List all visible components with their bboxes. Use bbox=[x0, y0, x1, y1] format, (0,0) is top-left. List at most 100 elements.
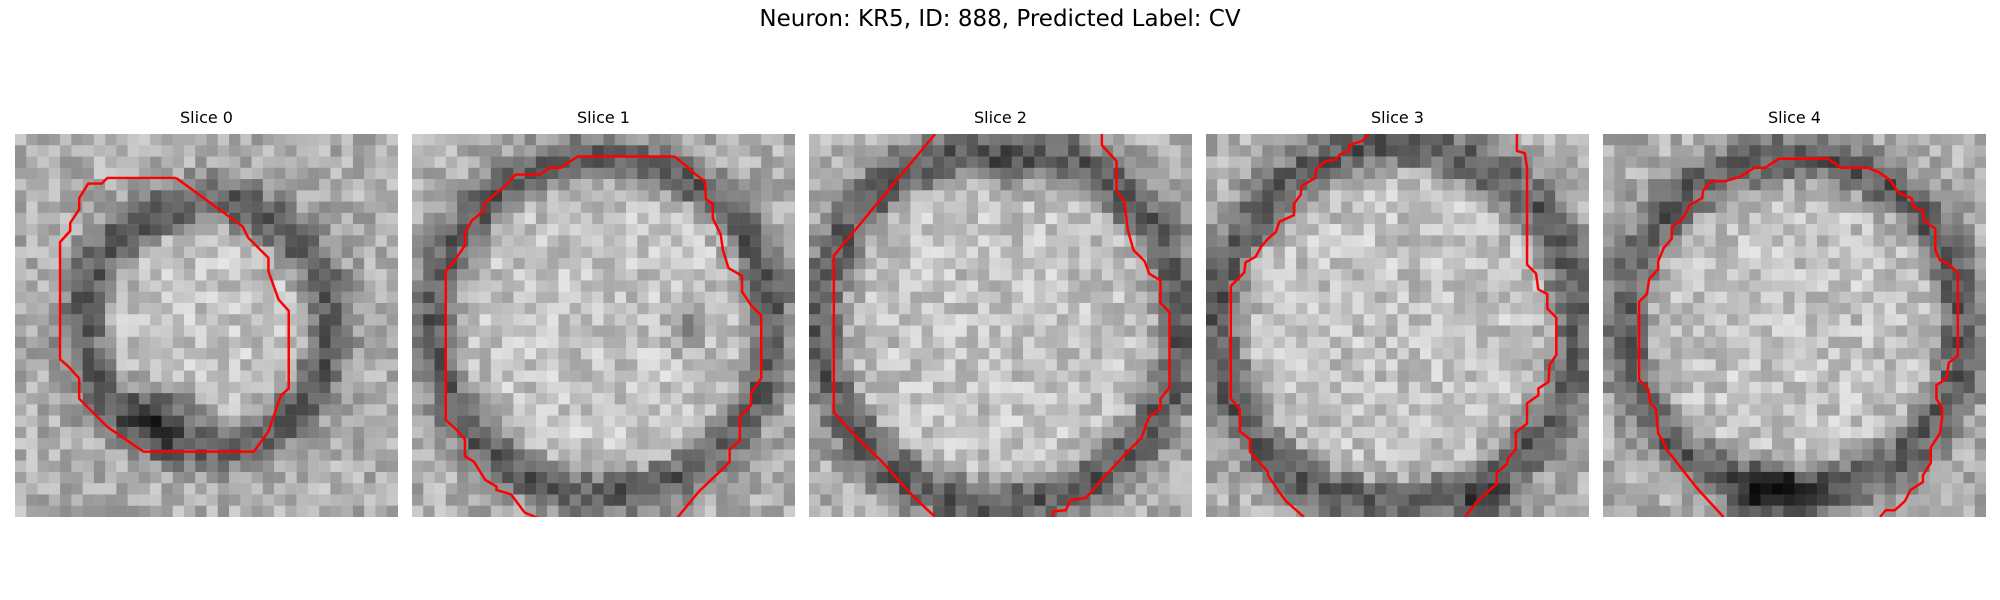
pixel bbox=[423, 156, 435, 169]
pixel bbox=[274, 483, 286, 495]
pixel bbox=[229, 314, 241, 326]
pixel bbox=[319, 381, 331, 394]
pixel bbox=[1577, 167, 1589, 180]
pixel bbox=[161, 302, 173, 315]
pixel bbox=[1206, 471, 1218, 484]
pixel bbox=[1453, 134, 1466, 146]
pixel bbox=[1442, 494, 1455, 506]
pixel bbox=[1817, 179, 1829, 191]
pixel bbox=[1543, 212, 1556, 225]
pixel bbox=[1296, 494, 1308, 506]
pixel bbox=[955, 156, 967, 169]
pixel bbox=[206, 370, 218, 383]
pixel bbox=[1158, 190, 1170, 202]
pixel bbox=[887, 302, 900, 315]
pixel bbox=[1442, 224, 1455, 236]
pixel bbox=[614, 381, 627, 394]
pixel bbox=[524, 302, 537, 315]
pixel bbox=[966, 438, 979, 450]
pixel bbox=[1465, 404, 1477, 416]
pixel bbox=[1465, 235, 1477, 247]
pixel bbox=[1169, 438, 1181, 450]
pixel bbox=[1476, 134, 1488, 146]
pixel bbox=[955, 370, 967, 383]
pixel bbox=[1487, 325, 1500, 337]
pixel bbox=[1284, 449, 1297, 461]
pixel bbox=[26, 393, 38, 405]
pixel bbox=[1442, 438, 1455, 450]
pixel bbox=[60, 471, 72, 484]
pixel bbox=[1907, 179, 1919, 191]
pixel bbox=[944, 291, 956, 304]
pixel bbox=[490, 415, 503, 428]
pixel bbox=[172, 302, 185, 315]
pixel bbox=[195, 280, 207, 292]
pixel bbox=[899, 224, 911, 236]
pixel bbox=[93, 449, 106, 461]
pixel bbox=[1636, 224, 1649, 236]
pixel bbox=[150, 393, 162, 405]
pixel bbox=[172, 224, 185, 236]
pixel bbox=[1895, 179, 1908, 191]
pixel bbox=[274, 325, 286, 337]
pixel bbox=[1386, 348, 1398, 360]
pixel bbox=[1805, 145, 1818, 157]
pixel bbox=[1431, 190, 1443, 202]
pixel bbox=[558, 494, 570, 506]
pixel bbox=[375, 224, 387, 236]
pixel bbox=[1374, 212, 1387, 225]
pixel bbox=[319, 314, 331, 326]
pixel bbox=[364, 224, 376, 236]
pixel bbox=[457, 483, 469, 495]
pixel bbox=[1068, 359, 1080, 371]
pixel bbox=[558, 471, 570, 484]
pixel bbox=[1169, 393, 1181, 405]
pixel bbox=[60, 224, 72, 236]
pixel bbox=[468, 381, 480, 394]
pixel bbox=[71, 302, 83, 315]
pixel bbox=[195, 201, 207, 214]
pixel bbox=[693, 156, 706, 169]
pixel bbox=[854, 134, 866, 146]
pixel bbox=[899, 483, 911, 495]
pixel bbox=[955, 224, 967, 236]
pixel bbox=[445, 348, 458, 360]
pixel bbox=[1431, 145, 1443, 157]
pixel bbox=[1228, 438, 1241, 450]
pixel bbox=[1636, 167, 1649, 180]
pixel bbox=[899, 336, 911, 349]
pixel bbox=[637, 314, 649, 326]
pixel bbox=[932, 381, 945, 394]
pixel bbox=[955, 336, 967, 349]
pixel bbox=[876, 404, 889, 416]
pixel bbox=[1239, 179, 1252, 191]
pixel bbox=[1296, 505, 1308, 517]
pixel bbox=[944, 224, 956, 236]
pixel bbox=[910, 505, 922, 517]
pixel bbox=[206, 179, 218, 191]
pixel bbox=[93, 336, 106, 349]
pixel bbox=[513, 291, 525, 304]
pixel bbox=[749, 325, 762, 337]
pixel bbox=[749, 269, 762, 281]
pixel bbox=[1124, 224, 1136, 236]
pixel bbox=[468, 190, 480, 202]
pixel bbox=[626, 224, 638, 236]
pixel bbox=[921, 404, 934, 416]
pixel bbox=[513, 494, 525, 506]
pixel bbox=[423, 404, 435, 416]
pixel bbox=[412, 483, 424, 495]
pixel bbox=[614, 449, 627, 461]
pixel bbox=[161, 449, 173, 461]
pixel bbox=[71, 235, 83, 247]
pixel bbox=[513, 190, 525, 202]
pixel bbox=[1273, 280, 1286, 292]
pixel bbox=[738, 201, 751, 214]
pixel bbox=[966, 179, 979, 191]
pixel bbox=[1566, 291, 1578, 304]
pixel bbox=[592, 156, 604, 169]
pixel bbox=[1918, 224, 1930, 236]
pixel bbox=[761, 280, 773, 292]
pixel bbox=[1228, 134, 1241, 146]
pixel bbox=[809, 246, 821, 259]
